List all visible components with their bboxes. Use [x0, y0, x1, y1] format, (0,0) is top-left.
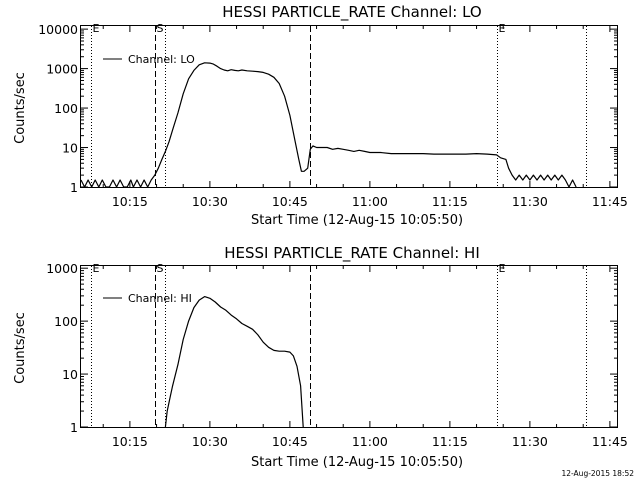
- panel-lo: HESSI PARTICLE_RATE Channel: LO 10:15 10:…: [13, 3, 628, 228]
- y-tick-label: 10000: [38, 22, 78, 37]
- x-tick-label: 11:15: [432, 434, 468, 449]
- x-tick-label: 11:00: [352, 434, 388, 449]
- timestamp: 12-Aug-2015 18:52: [561, 469, 634, 478]
- marker-label: E: [93, 22, 100, 35]
- marker-label: E: [93, 262, 100, 275]
- x-tick-label: 10:15: [112, 194, 148, 209]
- x-tick-label: 11:45: [592, 194, 628, 209]
- y-axis-label: Counts/sec: [13, 312, 28, 384]
- y-tick-label: 10: [62, 141, 78, 156]
- series-line: [80, 62, 577, 188]
- marker-label: S: [157, 22, 164, 35]
- y-tick-label: 100: [54, 101, 78, 116]
- x-tick-label: 10:45: [272, 434, 308, 449]
- x-tick-label: 11:30: [512, 434, 548, 449]
- y-tick-label: 10: [62, 367, 78, 382]
- x-tick-label: 11:45: [592, 434, 628, 449]
- x-tick-label: 11:30: [512, 194, 548, 209]
- marker-label: E: [499, 262, 506, 275]
- x-tick-label: 10:30: [192, 434, 228, 449]
- y-axis-label: Counts/sec: [13, 72, 28, 144]
- x-tick-label: 10:15: [112, 434, 148, 449]
- x-axis-label: Start Time (12-Aug-15 10:05:50): [251, 455, 463, 470]
- x-tick-label: 10:30: [192, 194, 228, 209]
- marker-label: E: [499, 22, 506, 35]
- legend-label: Channel: LO: [128, 53, 195, 66]
- x-tick-label: 11:15: [432, 194, 468, 209]
- y-tick-label: 100: [54, 314, 78, 329]
- plot-frame: [80, 25, 618, 188]
- series-line: [164, 296, 304, 428]
- y-tick-label: 1000: [46, 261, 78, 276]
- y-tick-label: 1000: [46, 62, 78, 77]
- x-tick-label: 10:45: [272, 194, 308, 209]
- panel-hi: HESSI PARTICLE_RATE Channel: HI 10:15 10:…: [13, 244, 628, 470]
- x-tick-label: 11:00: [352, 194, 388, 209]
- panel-title: HESSI PARTICLE_RATE Channel: LO: [222, 3, 481, 22]
- y-tick-label: 1: [70, 420, 78, 435]
- legend: Channel: LO: [103, 53, 195, 66]
- plot-frame: [80, 265, 618, 428]
- panel-title: HESSI PARTICLE_RATE Channel: HI: [224, 244, 480, 263]
- x-axis-label: Start Time (12-Aug-15 10:05:50): [251, 213, 463, 228]
- legend-label: Channel: HI: [128, 292, 192, 305]
- y-tick-label: 1: [70, 180, 78, 195]
- legend: Channel: HI: [103, 292, 192, 305]
- marker-label: S: [157, 262, 164, 275]
